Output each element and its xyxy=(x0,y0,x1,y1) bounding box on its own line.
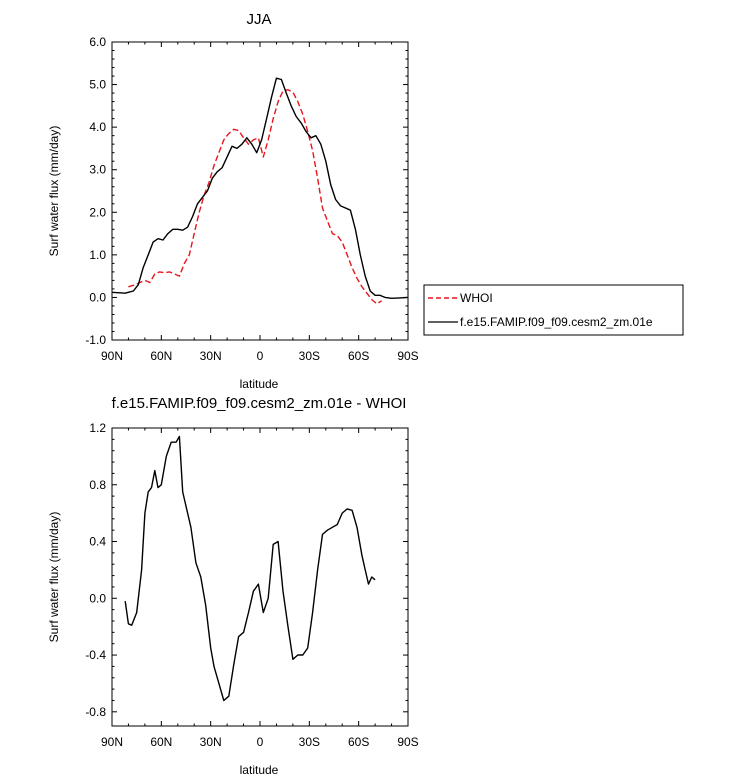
bottom-x-axis-label: latitude xyxy=(240,763,279,777)
top-y-axis-label: Surf water flux (mm/day) xyxy=(47,126,61,257)
bottom-x-ticks: 90N 60N 30N 0 30S 60S 90S xyxy=(101,428,419,749)
x-tick-label: 0 xyxy=(257,349,264,363)
legend: WHOI f.e15.FAMIP.f09_f09.cesm2_zm.01e xyxy=(423,284,684,336)
x-tick-label: 90S xyxy=(397,735,418,749)
bottom-panel: f.e15.FAMIP.f09_f09.cesm2_zm.01e - WHOI … xyxy=(47,395,419,777)
legend-box xyxy=(423,284,684,336)
bottom-y-ticks: -0.8 -0.4 0.0 0.4 0.8 1.2 xyxy=(85,421,408,719)
bottom-y-axis-label: Surf water flux (mm/day) xyxy=(47,512,61,643)
x-tick-label: 60N xyxy=(150,735,172,749)
x-tick-label: 30N xyxy=(200,735,222,749)
series-line-1 xyxy=(111,77,409,299)
y-tick-label: 0.4 xyxy=(89,535,106,549)
top-series xyxy=(111,77,409,305)
series-line-0 xyxy=(124,435,376,702)
y-tick-label: -1.0 xyxy=(85,333,106,347)
top-plot-frame xyxy=(111,41,409,341)
y-tick-label: -0.8 xyxy=(85,705,106,719)
x-tick-label: 60S xyxy=(348,349,369,363)
y-tick-label: 2.0 xyxy=(89,205,106,219)
top-x-ticks: 90N 60N 30N 0 30S 60S 90S xyxy=(101,42,419,363)
y-tick-label: 1.2 xyxy=(89,421,106,435)
y-tick-label: 1.0 xyxy=(89,248,106,262)
y-tick-label: 4.0 xyxy=(89,120,106,134)
x-tick-label: 60N xyxy=(150,349,172,363)
x-tick-label: 0 xyxy=(257,735,264,749)
x-tick-label: 60S xyxy=(348,735,369,749)
top-y-ticks: -1.0 0.0 1.0 2.0 3.0 4.0 5.0 6.0 xyxy=(85,35,408,347)
bottom-plot-frame xyxy=(111,427,409,727)
top-panel: JJA -1.0 0.0 1.0 2.0 3.0 4.0 5.0 6.0 90N 60N 30N 0… xyxy=(47,11,419,391)
legend-label-cesm2: f.e15.FAMIP.f09_f09.cesm2_zm.01e xyxy=(460,315,653,329)
y-tick-label: 0.0 xyxy=(89,290,106,304)
y-tick-label: 6.0 xyxy=(89,35,106,49)
y-tick-label: 5.0 xyxy=(89,78,106,92)
x-tick-label: 30S xyxy=(299,735,320,749)
y-tick-label: -0.4 xyxy=(85,648,106,662)
legend-label-whoi: WHOI xyxy=(460,291,493,305)
x-tick-label: 90S xyxy=(397,349,418,363)
y-tick-label: 0.8 xyxy=(89,478,106,492)
x-tick-label: 90N xyxy=(101,735,123,749)
y-tick-label: 0.0 xyxy=(89,591,106,605)
x-tick-label: 30S xyxy=(299,349,320,363)
bottom-series xyxy=(124,435,376,702)
y-tick-label: 3.0 xyxy=(89,163,106,177)
x-tick-label: 90N xyxy=(101,349,123,363)
top-chart-title: JJA xyxy=(246,11,271,28)
series-line-0 xyxy=(128,88,383,305)
x-tick-label: 30N xyxy=(200,349,222,363)
bottom-chart-title: f.e15.FAMIP.f09_f09.cesm2_zm.01e - WHOI xyxy=(112,395,407,412)
top-x-axis-label: latitude xyxy=(240,377,279,391)
